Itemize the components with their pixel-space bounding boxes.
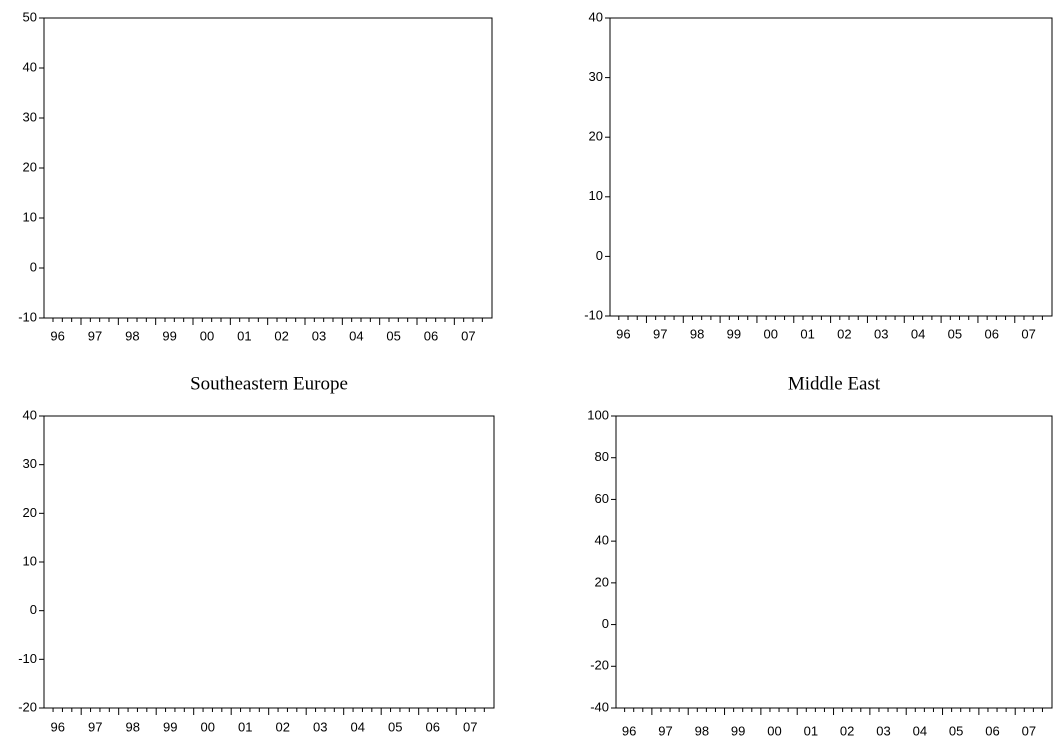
y-tick-label: -10 xyxy=(18,309,37,324)
x-tick-label: 00 xyxy=(200,328,214,343)
x-tick-label: 02 xyxy=(837,326,851,341)
x-tick-label: 07 xyxy=(1022,723,1036,738)
x-tick-label: 00 xyxy=(764,326,778,341)
x-tick-label: 06 xyxy=(985,723,999,738)
x-tick-label: 01 xyxy=(804,723,818,738)
x-tick-label: 98 xyxy=(690,326,704,341)
x-tick-label: 06 xyxy=(424,328,438,343)
x-tick-label: 96 xyxy=(616,326,630,341)
x-tick-label: 04 xyxy=(351,719,365,734)
x-tick-label: 05 xyxy=(949,723,963,738)
y-tick-label: -20 xyxy=(18,699,37,714)
x-tick-label: 03 xyxy=(312,328,326,343)
y-tick-label: -10 xyxy=(584,307,603,322)
x-tick-label: 98 xyxy=(695,723,709,738)
x-tick-label: 99 xyxy=(727,326,741,341)
x-tick-label: 05 xyxy=(386,328,400,343)
y-tick-label: 20 xyxy=(23,159,37,174)
x-tick-label: 04 xyxy=(911,326,925,341)
x-tick-label: 97 xyxy=(653,326,667,341)
x-tick-label: 00 xyxy=(767,723,781,738)
x-tick-label: 05 xyxy=(948,326,962,341)
x-tick-label: 97 xyxy=(88,328,102,343)
y-tick-label: 20 xyxy=(589,129,603,144)
y-tick-label: 40 xyxy=(595,533,609,548)
x-tick-label: 04 xyxy=(349,328,363,343)
x-tick-label: 02 xyxy=(276,719,290,734)
y-tick-label: 10 xyxy=(589,188,603,203)
y-tick-label: 30 xyxy=(23,109,37,124)
y-tick-label: -40 xyxy=(590,699,609,714)
x-tick-label: 99 xyxy=(162,328,176,343)
x-tick-label: 99 xyxy=(163,719,177,734)
x-tick-label: 07 xyxy=(461,328,475,343)
x-tick-label: 99 xyxy=(731,723,745,738)
x-tick-label: 97 xyxy=(88,719,102,734)
y-tick-label: 30 xyxy=(589,69,603,84)
y-tick-label: -10 xyxy=(18,651,37,666)
y-tick-label: -20 xyxy=(590,658,609,673)
plot-frame xyxy=(609,17,1053,317)
y-tick-label: 60 xyxy=(595,491,609,506)
y-tick-label: 50 xyxy=(23,9,37,24)
x-tick-label: 06 xyxy=(426,719,440,734)
y-tick-label: 100 xyxy=(587,407,609,422)
x-tick-label: 07 xyxy=(1021,326,1035,341)
plot-frame xyxy=(43,415,495,709)
x-tick-label: 02 xyxy=(840,723,854,738)
x-tick-label: 98 xyxy=(125,328,139,343)
x-tick-label: 04 xyxy=(913,723,927,738)
plot-frame xyxy=(615,415,1053,709)
y-tick-label: 10 xyxy=(23,209,37,224)
x-tick-label: 05 xyxy=(388,719,402,734)
x-tick-label: 97 xyxy=(658,723,672,738)
x-tick-label: 98 xyxy=(126,719,140,734)
y-tick-label: 20 xyxy=(595,574,609,589)
x-tick-label: 96 xyxy=(622,723,636,738)
x-tick-label: 96 xyxy=(50,328,64,343)
x-tick-label: 01 xyxy=(238,719,252,734)
y-tick-label: 30 xyxy=(23,456,37,471)
x-tick-label: 01 xyxy=(800,326,814,341)
x-tick-label: 02 xyxy=(274,328,288,343)
chart-title: Southeastern Europe xyxy=(190,373,348,394)
y-tick-label: 80 xyxy=(595,449,609,464)
y-tick-label: 0 xyxy=(30,259,37,274)
y-tick-label: 10 xyxy=(23,553,37,568)
y-tick-label: 0 xyxy=(596,248,603,263)
x-tick-label: 96 xyxy=(51,719,65,734)
y-tick-label: 0 xyxy=(602,616,609,631)
x-tick-label: 01 xyxy=(237,328,251,343)
plot-frame xyxy=(43,17,493,319)
y-tick-label: 20 xyxy=(23,505,37,520)
x-tick-label: 06 xyxy=(985,326,999,341)
y-tick-label: 0 xyxy=(30,602,37,617)
x-tick-label: 00 xyxy=(201,719,215,734)
y-tick-label: 40 xyxy=(23,407,37,422)
y-tick-label: 40 xyxy=(589,9,603,24)
x-tick-label: 03 xyxy=(876,723,890,738)
x-tick-label: 03 xyxy=(313,719,327,734)
chart-title: Middle East xyxy=(788,373,881,394)
x-tick-label: 03 xyxy=(874,326,888,341)
y-tick-label: 40 xyxy=(23,59,37,74)
x-tick-label: 07 xyxy=(463,719,477,734)
